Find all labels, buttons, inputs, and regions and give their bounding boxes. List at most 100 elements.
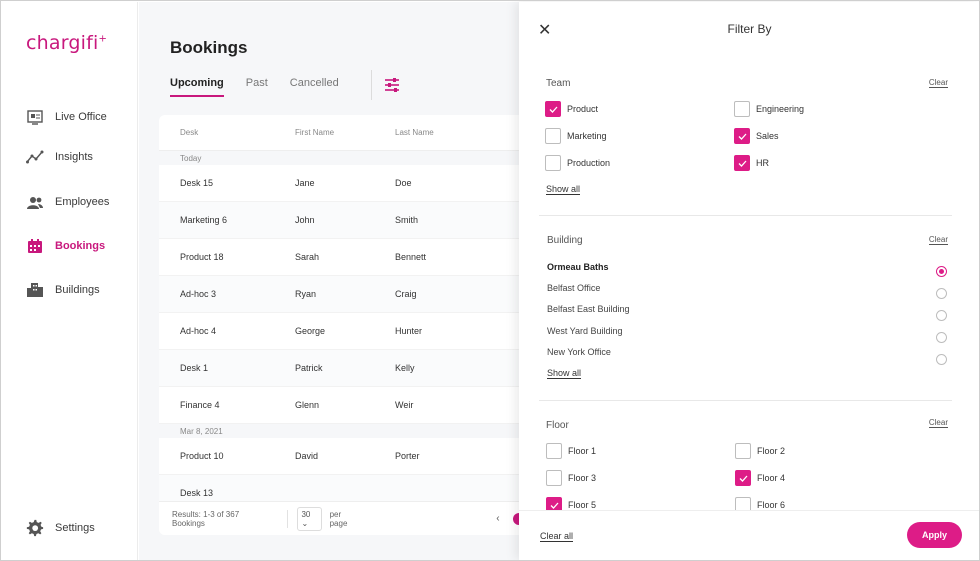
checkbox-floor-5[interactable]: Floor 5 (546, 497, 596, 513)
checkbox-label: HR (756, 158, 769, 168)
prev-page-button[interactable]: ‹ (496, 513, 500, 524)
checkbox-box (546, 470, 562, 486)
checkbox-floor-2[interactable]: Floor 2 (735, 443, 785, 459)
building-option-label[interactable]: Ormeau Baths (547, 262, 609, 272)
filter-drawer: ✕ Filter By Team Clear Product Engineeri… (519, 2, 979, 560)
radio-building-west-yard[interactable] (936, 332, 947, 343)
table-row[interactable]: Ad-hoc 3 Ryan Craig (159, 276, 519, 313)
live-office-icon (26, 108, 44, 126)
checkbox-floor-1[interactable]: Floor 1 (546, 443, 596, 459)
checkbox-label: Floor 3 (568, 473, 597, 483)
per-page-label: per page (329, 509, 348, 528)
bookings-table: Desk First Name Last Name Today Desk 15 J… (159, 115, 519, 535)
checkbox-label: Floor 2 (757, 446, 786, 456)
checkbox-box (734, 101, 750, 117)
table-header: Desk First Name Last Name (159, 115, 519, 151)
checkbox-label: Sales (756, 131, 779, 141)
checkbox-box (735, 470, 751, 486)
checkbox-floor-4[interactable]: Floor 4 (735, 470, 785, 486)
sidebar-item-label: Bookings (55, 240, 106, 252)
radio-building-ormeau-baths[interactable] (936, 266, 947, 277)
cell-last-name: Craig (395, 289, 417, 299)
table-footer: Results: 1-3 of 367 Bookings 30 ⌄ per pa… (159, 501, 519, 535)
checkbox-label: Production (567, 158, 611, 168)
team-show-all-link[interactable]: Show all (546, 184, 581, 195)
floor-clear-link[interactable]: Clear (928, 418, 948, 428)
sidebar-item-buildings[interactable]: Buildings (26, 280, 100, 300)
building-option-label[interactable]: West Yard Building (547, 326, 623, 336)
brand-logo[interactable]: chargifi+ (26, 32, 108, 54)
checkbox-box (546, 497, 562, 513)
table-row[interactable]: Ad-hoc 4 George Hunter (159, 313, 519, 350)
divider (371, 70, 372, 100)
cell-first-name: Sarah (295, 252, 320, 262)
building-option-label[interactable]: New York Office (547, 347, 611, 357)
cell-first-name: John (295, 215, 315, 225)
radio-building-belfast-office[interactable] (936, 288, 947, 299)
checkbox-box (734, 155, 750, 171)
checkbox-box (735, 443, 751, 459)
tab-past[interactable]: Past (245, 77, 268, 89)
per-page-select[interactable]: 30 ⌄ (297, 506, 322, 531)
close-icon[interactable]: ✕ (538, 22, 552, 39)
sidebar-item-insights[interactable]: Insights (26, 147, 93, 167)
floor-section-title: Floor (546, 420, 569, 431)
table-row[interactable]: Product 10 David Porter (159, 438, 519, 475)
sidebar-item-label: Insights (55, 151, 93, 163)
insights-icon (26, 148, 44, 166)
buildings-icon (26, 281, 44, 299)
checkbox-team-marketing[interactable]: Marketing (545, 128, 607, 144)
sidebar-item-bookings[interactable]: Bookings (26, 236, 105, 256)
sidebar-item-live-office[interactable]: Live Office (26, 107, 107, 127)
checkbox-label: Floor 1 (568, 446, 597, 456)
next-page-indicator[interactable] (513, 512, 519, 525)
checkbox-label: Floor 5 (568, 500, 597, 510)
table-row[interactable]: Desk 1 Patrick Kelly (159, 350, 519, 387)
team-clear-link[interactable]: Clear (928, 78, 948, 88)
column-header-first-name[interactable]: First Name (295, 128, 335, 137)
tab-cancelled[interactable]: Cancelled (289, 77, 339, 89)
checkbox-team-hr[interactable]: HR (734, 155, 769, 171)
sidebar-item-employees[interactable]: Employees (26, 192, 109, 212)
cell-desk: Product 10 (180, 451, 224, 461)
column-header-last-name[interactable]: Last Name (395, 128, 434, 137)
building-section-title: Building (547, 235, 583, 246)
footer-divider (286, 509, 288, 528)
checkbox-floor-3[interactable]: Floor 3 (546, 470, 596, 486)
cell-first-name: Patrick (295, 363, 323, 373)
cell-first-name: Glenn (295, 400, 320, 410)
cell-desk: Desk 13 (180, 488, 214, 498)
checkbox-team-sales[interactable]: Sales (734, 128, 779, 144)
radio-building-new-york[interactable] (936, 354, 947, 365)
bookings-icon (26, 237, 44, 255)
sidebar-item-label: Buildings (55, 284, 100, 296)
building-clear-link[interactable]: Clear (928, 235, 948, 245)
checkbox-team-production[interactable]: Production (545, 155, 610, 171)
sidebar: chargifi+ Live Office Insights Employees… (2, 2, 138, 560)
group-label-date: Mar 8, 2021 (159, 424, 519, 438)
settings-label: Settings (55, 522, 95, 534)
cell-last-name: Smith (395, 215, 419, 225)
table-row[interactable]: Desk 15 Jane Doe (159, 165, 519, 202)
building-option-label[interactable]: Belfast Office (547, 283, 601, 293)
main-content: Bookings Upcoming Past Cancelled Desk Fi… (139, 2, 519, 560)
building-show-all-link[interactable]: Show all (547, 368, 582, 379)
drawer-title: Filter By (727, 22, 772, 36)
table-row[interactable]: Product 18 Sarah Bennett (159, 239, 519, 276)
filter-sliders-icon[interactable] (384, 78, 400, 92)
sidebar-item-settings[interactable]: Settings (26, 518, 95, 538)
building-option-label[interactable]: Belfast East Building (547, 304, 630, 314)
tab-upcoming[interactable]: Upcoming (170, 77, 224, 97)
checkbox-box (545, 101, 561, 117)
table-row[interactable]: Finance 4 Glenn Weir (159, 387, 519, 424)
checkbox-team-product[interactable]: Product (545, 101, 598, 117)
column-header-desk[interactable]: Desk (180, 128, 199, 137)
checkbox-label: Floor 4 (757, 473, 786, 483)
table-row[interactable]: Marketing 6 John Smith (159, 202, 519, 239)
radio-building-belfast-east[interactable] (936, 310, 947, 321)
cell-last-name: Kelly (395, 363, 415, 373)
group-label-today: Today (159, 151, 519, 165)
clear-all-button[interactable]: Clear all (540, 531, 574, 542)
apply-button[interactable]: Apply (907, 522, 962, 548)
checkbox-team-engineering[interactable]: Engineering (734, 101, 804, 117)
